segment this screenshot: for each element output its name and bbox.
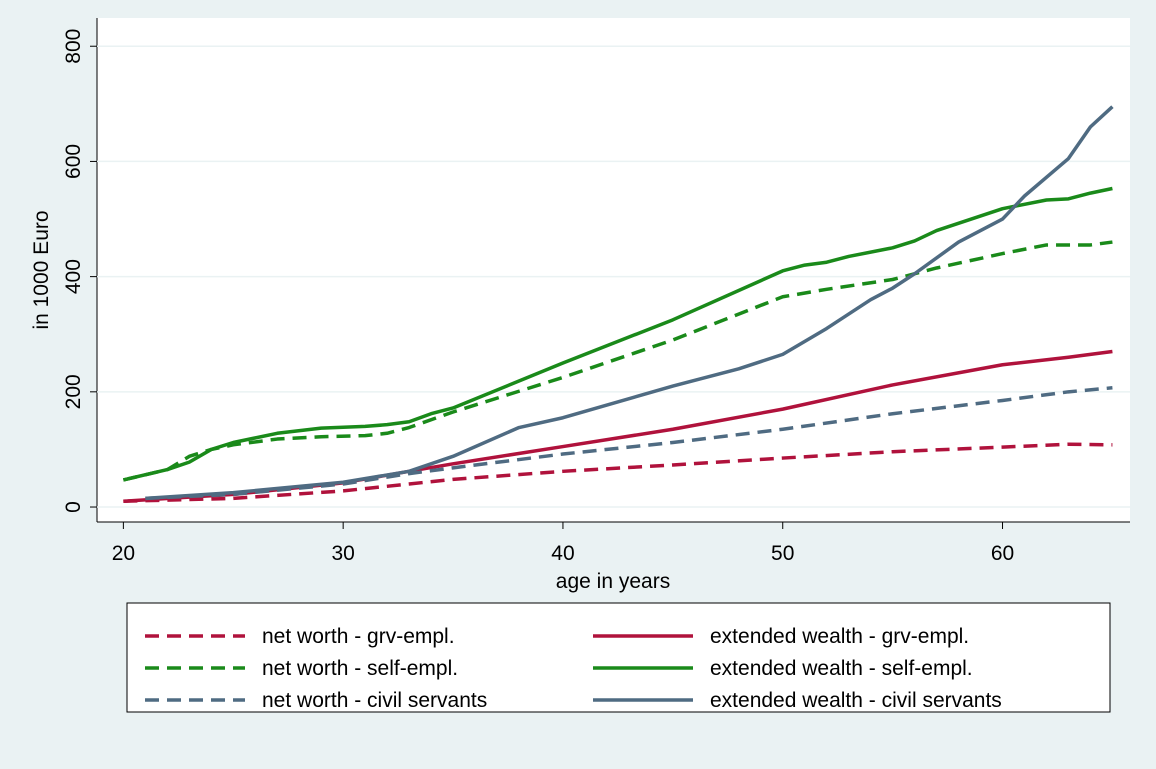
- y-tick-label: 0: [62, 501, 85, 513]
- legend-label: net worth - self-empl.: [262, 657, 458, 680]
- y-tick-label: 800: [62, 29, 85, 64]
- legend-label: net worth - civil servants: [262, 689, 487, 712]
- x-tick-label: 60: [991, 542, 1014, 565]
- legend: [126, 602, 1111, 713]
- series-line: [123, 442, 1113, 504]
- y-tick-label: 400: [62, 259, 85, 294]
- series-line: [145, 105, 1114, 501]
- plot-area: [97, 18, 1130, 522]
- x-tick-label: 50: [771, 542, 794, 565]
- x-tick-label: 30: [331, 542, 354, 565]
- y-tick-label: 600: [62, 144, 85, 179]
- legend-label: extended wealth - grv-empl.: [710, 625, 969, 648]
- y-axis-label: in 1000 Euro: [30, 210, 53, 329]
- x-tick-label: 40: [551, 542, 574, 565]
- x-tick-label: 20: [112, 542, 135, 565]
- x-axis-label: age in years: [556, 570, 670, 593]
- legend-label: net worth - grv-empl.: [262, 625, 455, 648]
- y-tick-label: 200: [62, 374, 85, 409]
- series-line: [122, 186, 1113, 482]
- legend-label: extended wealth - self-empl.: [710, 657, 973, 680]
- legend-label: extended wealth - civil servants: [710, 689, 1002, 712]
